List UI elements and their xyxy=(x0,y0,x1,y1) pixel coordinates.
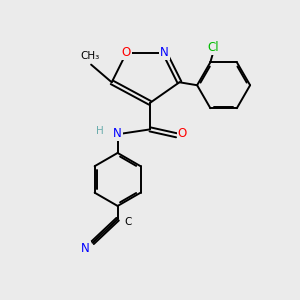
Text: O: O xyxy=(122,46,131,59)
Text: CH₃: CH₃ xyxy=(80,51,99,61)
Text: N: N xyxy=(160,46,169,59)
Text: Cl: Cl xyxy=(208,41,219,54)
Text: N: N xyxy=(113,127,122,140)
Text: C: C xyxy=(124,217,132,227)
Text: N: N xyxy=(81,242,90,255)
Text: H: H xyxy=(96,126,104,136)
Text: O: O xyxy=(178,127,187,140)
